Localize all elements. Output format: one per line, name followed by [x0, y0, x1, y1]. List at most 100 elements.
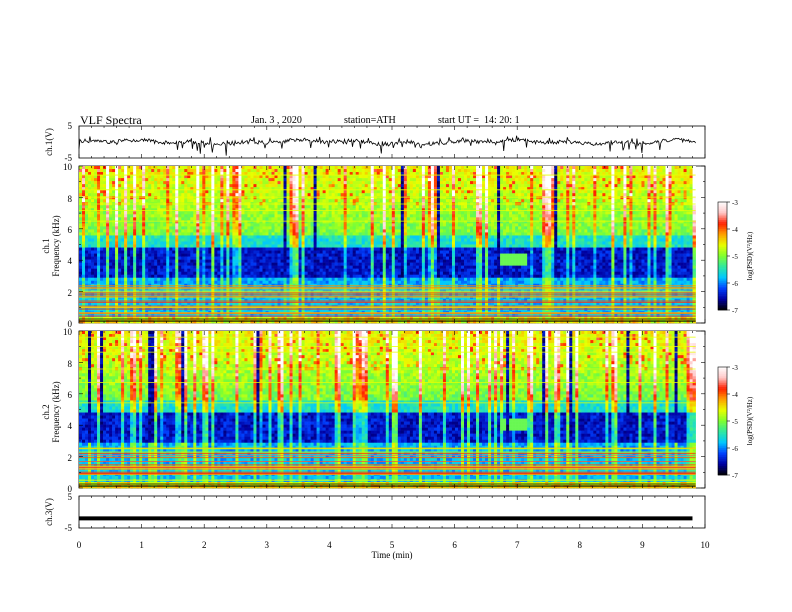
spectrogram-cell [295, 268, 299, 272]
spectrogram-cell [148, 169, 152, 173]
spectrogram-cell [349, 262, 354, 266]
spectrogram-cell [211, 214, 215, 218]
spectrogram-cell [169, 196, 173, 200]
spectrogram-cell [85, 262, 89, 266]
spectrogram-cell [337, 247, 341, 251]
spectrogram-cell [319, 190, 323, 194]
spectrogram-cell [118, 265, 122, 269]
spectrogram-cell [187, 184, 191, 188]
spectrogram-cell [346, 301, 351, 306]
spectrogram-cell [172, 280, 176, 285]
spectrogram-cell [130, 298, 134, 303]
spectrogram-cell [97, 181, 101, 185]
spectrogram-cell [199, 262, 203, 266]
spectrogram-cell [301, 250, 305, 254]
spectrogram-cell [115, 193, 119, 197]
spectrogram-cell [334, 301, 338, 306]
spectrogram-cell [199, 307, 203, 312]
spectrogram-cell [112, 226, 116, 230]
spectrogram-cell [325, 262, 329, 266]
spectrogram-cell [163, 220, 167, 224]
spectrogram-cell [232, 304, 236, 309]
spectrogram-cell [79, 208, 83, 212]
spectrogram-cell [304, 298, 308, 303]
spectrogram-cell [295, 166, 299, 170]
spectrogram-cell [196, 175, 200, 179]
spectrogram-cell [337, 235, 341, 239]
spectrogram-cell [100, 220, 104, 224]
spectrogram-cell [175, 205, 179, 209]
spectrogram-cell [358, 166, 363, 170]
spectrogram-cell [178, 178, 182, 182]
spectrogram-cell [220, 166, 224, 170]
spectrogram-cell [337, 298, 341, 303]
spectrogram-cell [139, 196, 143, 200]
spectrogram-cell [112, 169, 116, 173]
spectrogram-cell [268, 304, 272, 309]
spectrogram-cell [229, 235, 233, 239]
spectrogram-cell [109, 313, 113, 318]
spectrogram-cell [100, 184, 104, 188]
spectrogram-cell [82, 265, 86, 269]
spectrogram-cell [118, 229, 122, 233]
spectrogram-cell [196, 169, 200, 173]
spectrogram-cell [241, 178, 245, 182]
spectrogram-cell [172, 169, 176, 173]
spectrogram-cell [187, 190, 191, 194]
spectrogram-cell [328, 220, 332, 224]
spectrogram-cell [310, 172, 314, 176]
spectrogram-cell [337, 166, 341, 170]
spectrogram-cell [100, 205, 104, 209]
spectrogram-cell [181, 301, 185, 306]
spectrogram-cell [247, 313, 251, 318]
spectrogram-cell [232, 193, 236, 197]
spectrogram-cell [211, 211, 215, 215]
spectrogram-cell [340, 166, 344, 170]
spectrogram-cell [202, 241, 206, 245]
spectrogram-cell [298, 280, 302, 285]
spectrogram-cell [112, 298, 116, 303]
spectrogram-cell [145, 238, 149, 242]
spectrogram-cell [154, 238, 158, 242]
spectrogram-cell [187, 199, 191, 203]
spectrogram-cell [253, 235, 257, 239]
spectrogram-cell [163, 271, 167, 275]
spectrogram-cell [316, 187, 320, 191]
spectrogram-cell [274, 199, 278, 203]
spectrogram-cell [307, 250, 311, 254]
spectrogram-cell [118, 211, 122, 215]
spectrogram-cell [202, 277, 206, 282]
spectrogram-cell [220, 268, 224, 272]
spectrogram-cell [253, 301, 257, 306]
spectrogram-cell [85, 274, 89, 279]
spectrogram-cell [172, 217, 176, 221]
spectrogram-cell [133, 205, 137, 209]
spectrogram-cell [337, 241, 341, 245]
spectrogram-cell [136, 265, 140, 269]
spectrogram-cell [121, 304, 125, 309]
spectrogram-cell [223, 238, 227, 242]
spectrogram-cell [319, 181, 323, 185]
spectrogram-cell [151, 169, 155, 173]
spectrogram-cell [184, 313, 188, 318]
spectrogram-cell [130, 256, 134, 260]
spectrogram-cell [214, 199, 218, 203]
spectrogram-cell [319, 196, 323, 200]
spectrogram-cell [256, 241, 260, 245]
spectrogram-cell [100, 232, 104, 236]
spectrogram-cell [154, 271, 158, 275]
spectrogram-cell [196, 178, 200, 182]
spectrogram-cell [259, 193, 263, 197]
spectrogram-cell [172, 235, 176, 239]
spectrogram-cell [214, 178, 218, 182]
spectrogram-cell [163, 244, 167, 248]
spectrogram-cell [298, 190, 302, 194]
spectrogram-cell [232, 166, 236, 170]
ch1-ytick-bottom: -5 [65, 153, 73, 163]
spectrogram-cell [241, 226, 245, 230]
spectrogram-cell [151, 307, 155, 312]
spectrogram-cell [337, 229, 341, 233]
spectrogram-cell [277, 184, 281, 188]
spectrogram-cell [289, 301, 293, 306]
spectrogram-cell [100, 277, 104, 282]
